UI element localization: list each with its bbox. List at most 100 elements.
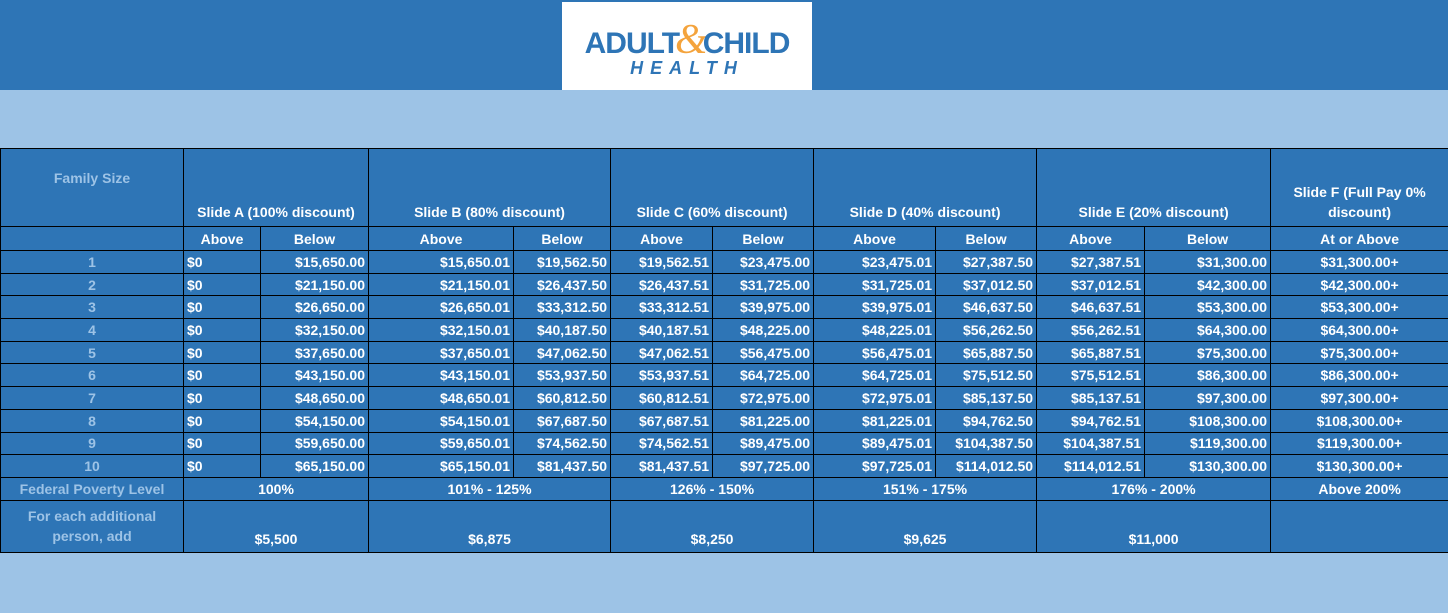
table-cell: $104,387.50 [935, 431, 1038, 456]
table-cell: $104,387.51 [1036, 431, 1146, 456]
table-cell: $65,150.01 [368, 454, 515, 478]
table-row: 8 $0 $54,150.00 $54,150.01 $67,687.50 $67,687… [0, 408, 1448, 433]
table-cell: 9 [0, 431, 184, 456]
table-cell: $5,500 [182, 499, 370, 553]
table-row: 6 $0 $43,150.00 $43,150.01 $53,937.50 $53,937… [0, 363, 1448, 388]
table-cell: $56,475.00 [712, 340, 815, 365]
table-cell: $64,725.00 [712, 363, 815, 388]
table-cell: $72,975.01 [813, 386, 937, 410]
table-cell: $89,475.00 [712, 431, 815, 456]
table-cell: $21,150.00 [259, 272, 370, 297]
table-cell: $65,887.51 [1036, 340, 1146, 365]
table-cell: $8,250 [610, 499, 815, 553]
table-cell: $56,475.01 [813, 340, 937, 365]
table-cell: $23,475.00 [712, 250, 815, 274]
table-cell: $97,300.00 [1144, 386, 1272, 410]
table-cell: $26,650.01 [368, 295, 515, 320]
table-row: 7 $0 $48,650.00 $48,650.01 $60,812.50 $60,812… [0, 386, 1448, 410]
table-cell: $46,637.51 [1036, 295, 1146, 320]
table-cell: Above [610, 226, 714, 251]
table-cell: 2 [0, 272, 184, 297]
table-cell: $26,437.50 [513, 272, 612, 297]
table-cell: Above [183, 226, 261, 251]
table-cell: $97,725.00 [712, 454, 815, 478]
table-cell: Family Size [0, 148, 184, 227]
table-cell: Below [513, 226, 612, 251]
table-cell: Slide D (40% discount) [813, 148, 1038, 227]
table-row: Federal Poverty Level 100% 101% - 125% 126%… [0, 476, 1448, 501]
table-cell: 4 [0, 318, 184, 342]
table-cell: $74,562.51 [610, 431, 714, 456]
table-cell: $75,512.50 [935, 363, 1038, 388]
table-cell: $21,150.01 [368, 272, 515, 297]
table-cell: $33,312.50 [513, 295, 612, 320]
table-cell: $60,812.51 [610, 386, 714, 410]
table-cell: 100% [182, 476, 370, 501]
table-cell: $81,437.51 [610, 454, 714, 478]
table-cell: $119,300.00+ [1270, 431, 1448, 456]
table-cell: $39,975.01 [813, 295, 937, 320]
table-cell: $42,300.00+ [1270, 272, 1448, 297]
table-cell: Above [813, 226, 937, 251]
table-row: For each additional person, add $5,500 $6,… [0, 499, 1448, 553]
header-band: ADULT&CHILD HEALTH [0, 0, 1448, 90]
table-cell: $67,687.50 [513, 408, 612, 433]
table-cell: Slide F (Full Pay 0% discount) [1270, 148, 1448, 227]
table-cell: 8 [0, 408, 184, 433]
table-cell: $85,137.50 [935, 386, 1038, 410]
table-cell: $53,937.51 [610, 363, 714, 388]
table-cell: $108,300.00 [1144, 408, 1272, 433]
table-cell: $31,725.00 [712, 272, 815, 297]
table-cell: $40,187.50 [513, 318, 612, 342]
table-cell: $114,012.50 [935, 454, 1038, 478]
table-cell: $94,762.51 [1036, 408, 1146, 433]
logo-subtitle: HEALTH [630, 58, 744, 78]
table-cell: 101% - 125% [368, 476, 612, 501]
table-cell: $0 [183, 386, 261, 410]
table-cell: $97,300.00+ [1270, 386, 1448, 410]
table-cell: 3 [0, 295, 184, 320]
table-cell: $6,875 [368, 499, 612, 553]
table-cell: Below [259, 226, 370, 251]
table-cell: Slide B (80% discount) [368, 148, 612, 227]
table-cell: $81,437.50 [513, 454, 612, 478]
table-cell: At or Above [1270, 226, 1448, 251]
logo-amp: & [675, 17, 708, 63]
table-cell: $33,312.51 [610, 295, 714, 320]
table-cell: 6 [0, 363, 184, 388]
table-cell: Above [368, 226, 515, 251]
table-cell: $31,725.01 [813, 272, 937, 297]
table-cell: $0 [183, 363, 261, 388]
table-cell: $32,150.01 [368, 318, 515, 342]
table-cell: $0 [183, 318, 261, 342]
income-table: Family Size Slide A (100% discount) Slide … [0, 148, 1448, 553]
table-cell: 151% - 175% [813, 476, 1038, 501]
table-cell: $89,475.01 [813, 431, 937, 456]
table-cell: 7 [0, 386, 184, 410]
table-cell: $81,225.01 [813, 408, 937, 433]
table-cell: $56,262.50 [935, 318, 1038, 342]
table-cell: For each additional person, add [0, 499, 184, 553]
table-cell: Below [712, 226, 815, 251]
table-cell: $53,937.50 [513, 363, 612, 388]
table-cell: 1 [0, 250, 184, 274]
table-cell: 10 [0, 454, 184, 478]
table-cell: $59,650.00 [259, 431, 370, 456]
table-cell: $65,150.00 [259, 454, 370, 478]
table-cell: $85,137.51 [1036, 386, 1146, 410]
table-cell: $37,650.00 [259, 340, 370, 365]
table-cell: $60,812.50 [513, 386, 612, 410]
table-row: Above Below Above Below Above Below Above Below… [0, 226, 1448, 251]
table-cell: $47,062.51 [610, 340, 714, 365]
table-cell: $31,300.00 [1144, 250, 1272, 274]
table-cell: Federal Poverty Level [0, 476, 184, 501]
table-cell: $9,625 [813, 499, 1038, 553]
table-cell: $31,300.00+ [1270, 250, 1448, 274]
table-cell: $119,300.00 [1144, 431, 1272, 456]
table-body: Family Size Slide A (100% discount) Slide … [0, 148, 1448, 553]
table-cell: $48,650.00 [259, 386, 370, 410]
table-cell: $0 [183, 454, 261, 478]
table-cell: $37,650.01 [368, 340, 515, 365]
logo-word: ADULT [584, 27, 680, 60]
